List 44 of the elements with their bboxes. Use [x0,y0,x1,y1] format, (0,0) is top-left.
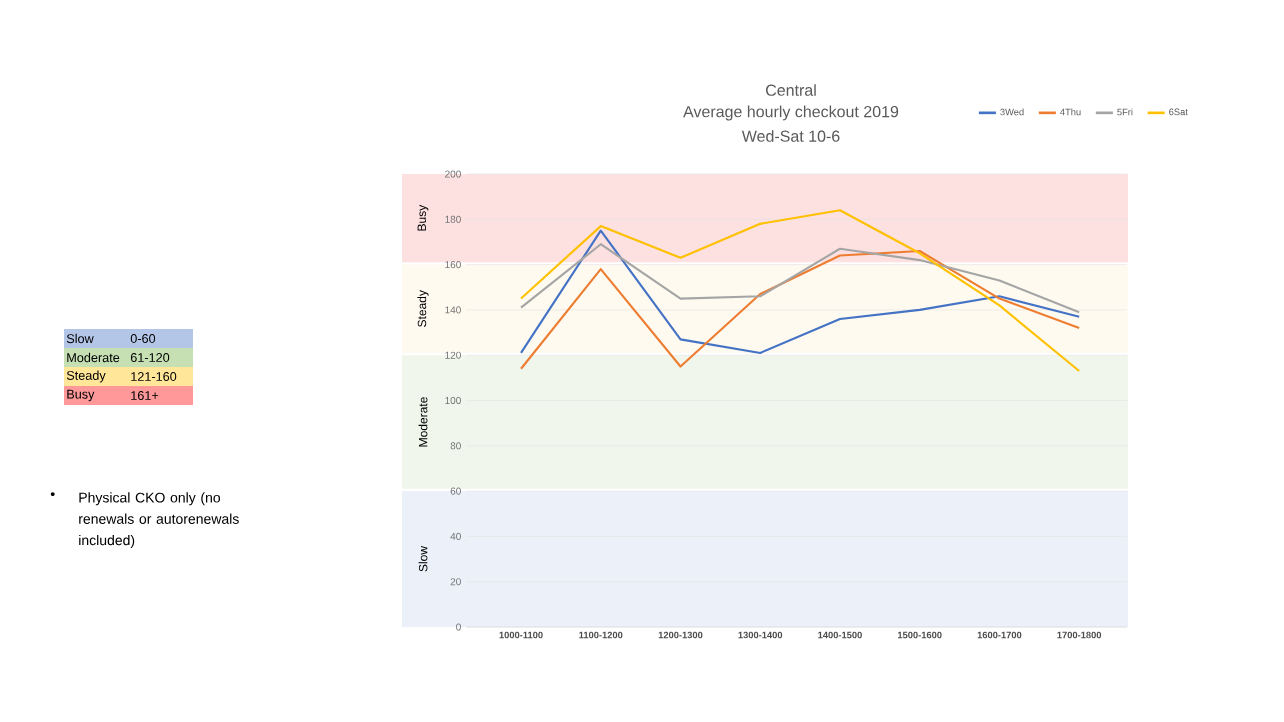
text: 121-160 [131,372,177,381]
line-series [519,243,1081,314]
text: Wed-Sat 10-6 [741,130,840,142]
y-tick-label: 200 [445,170,461,178]
x-tick-label: 1700-1800 [1057,631,1102,639]
y-tick-label: 40 [450,532,461,540]
legend-label: 4Thu [1060,108,1081,116]
text: • [50,492,55,497]
line-series [519,209,1081,373]
legend-label: 5Fri [1117,108,1133,116]
y-tick-label: 80 [450,442,461,450]
x-tick-label: 1600-1700 [977,631,1022,639]
y-tick-label: 180 [445,215,461,223]
band-label: Busy [417,204,429,231]
text: Slow [66,333,94,344]
x-tick-label: 1300-1400 [738,631,783,639]
text: 61-120 [130,353,170,362]
y-tick-label: 140 [445,306,461,314]
text: Steady [66,370,106,383]
text: 0-60 [130,334,156,343]
y-tick-label: 120 [445,351,461,359]
x-tick-label: 1200-1300 [658,631,703,639]
y-tick-label: 160 [445,261,461,269]
y-tick-label: 20 [450,578,461,586]
band-label: Moderate [418,397,428,447]
chart-subtitle: Average hourly checkout 2019 [683,105,899,121]
x-tick-label: 1500-1600 [897,631,942,639]
legend-label: 6Sat [1169,108,1188,116]
y-tick-label: 60 [450,487,461,495]
band-label: Steady [417,290,429,327]
y-tick-label: 0 [456,623,461,631]
text: Moderate [67,352,120,363]
legend-label: 3Wed [1000,108,1024,116]
y-tick-label: 100 [445,396,461,405]
x-tick-label: 1400-1500 [818,631,862,639]
line-series [519,249,1081,370]
band-label: Slow [418,546,428,572]
line-series [519,229,1081,354]
x-tick-label: 1100-1200 [579,631,623,639]
chart-title: Central [766,84,816,96]
text: 161+ [131,391,159,400]
text: Busy [67,389,95,402]
x-tick-label: 1000-1100 [499,631,543,639]
text: Physical CKO only (no renewals or autorenewals included) [79,492,239,548]
